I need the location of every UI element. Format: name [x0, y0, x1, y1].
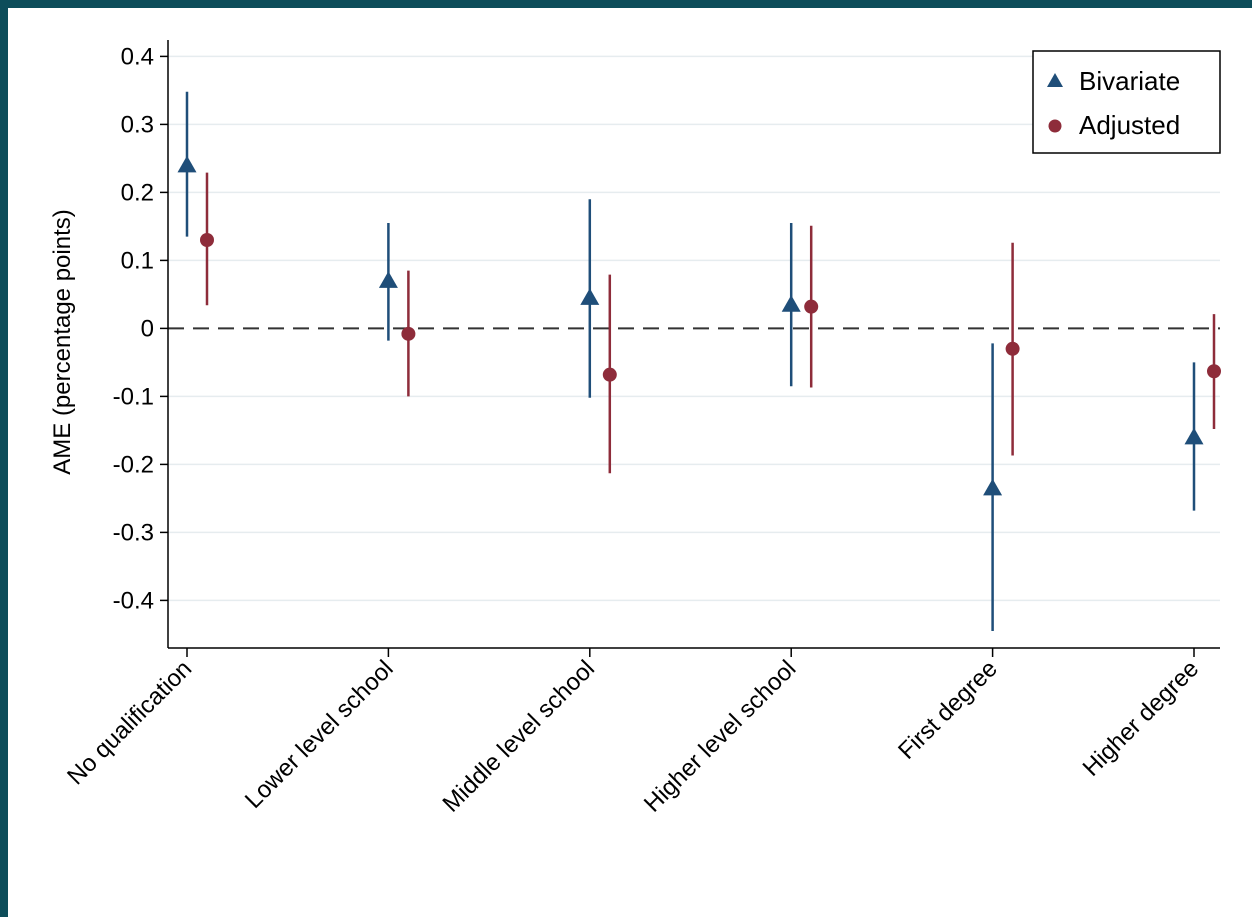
point-marker — [177, 155, 197, 173]
plot-marks — [177, 91, 1221, 631]
y-tick-label: -0.1 — [113, 383, 154, 410]
x-tick-label: No qualification — [62, 655, 197, 790]
point-marker — [580, 288, 600, 305]
y-tick-label: -0.4 — [113, 587, 154, 614]
x-tick-label: Higher level school — [639, 655, 801, 817]
point-marker — [983, 478, 1003, 496]
y-tick-label: -0.2 — [113, 451, 154, 478]
point-marker — [804, 299, 819, 314]
y-axis-title: AME (percentage points) — [49, 209, 76, 474]
x-tick-label: Higher degree — [1078, 655, 1205, 782]
y-tick-label: 0 — [141, 315, 154, 342]
axes: 0.4 0.3 0.2 0.1 0 -0.1 -0.2 -0.3 -0.4 No qualific… — [62, 40, 1220, 818]
point-marker — [1207, 364, 1221, 379]
legend-label: Bivariate — [1079, 66, 1180, 96]
chart-frame: 0.4 0.3 0.2 0.1 0 -0.1 -0.2 -0.3 -0.4 No qualific… — [8, 8, 1252, 917]
y-tick-label: 0.3 — [121, 111, 154, 138]
legend: Bivariate Adjusted — [1032, 50, 1221, 154]
point-marker — [602, 367, 617, 382]
y-tick-label: 0.1 — [121, 247, 154, 274]
series-adjusted — [200, 172, 1221, 474]
point-marker — [1005, 341, 1020, 356]
series-bivariate — [177, 91, 1204, 631]
x-tick-label: First degree — [893, 655, 1003, 765]
point-marker — [200, 233, 214, 247]
legend-label: Adjusted — [1079, 110, 1180, 140]
point-marker — [401, 326, 416, 341]
y-tick-label: -0.3 — [113, 519, 154, 546]
legend-marker — [1047, 73, 1063, 87]
gridlines — [168, 55, 1220, 602]
legend-marker — [1048, 119, 1062, 133]
y-tick-label: 0.4 — [121, 43, 154, 70]
x-tick-label: Middle level school — [438, 655, 600, 817]
y-tick-label: 0.2 — [121, 179, 154, 206]
legend-box — [1032, 50, 1221, 154]
x-tick-label: Lower level school — [240, 655, 399, 814]
effects-chart: 0.4 0.3 0.2 0.1 0 -0.1 -0.2 -0.3 -0.4 No qualific… — [49, 40, 1221, 818]
point-marker — [1184, 427, 1204, 445]
point-marker — [781, 295, 801, 312]
point-marker — [378, 271, 398, 288]
